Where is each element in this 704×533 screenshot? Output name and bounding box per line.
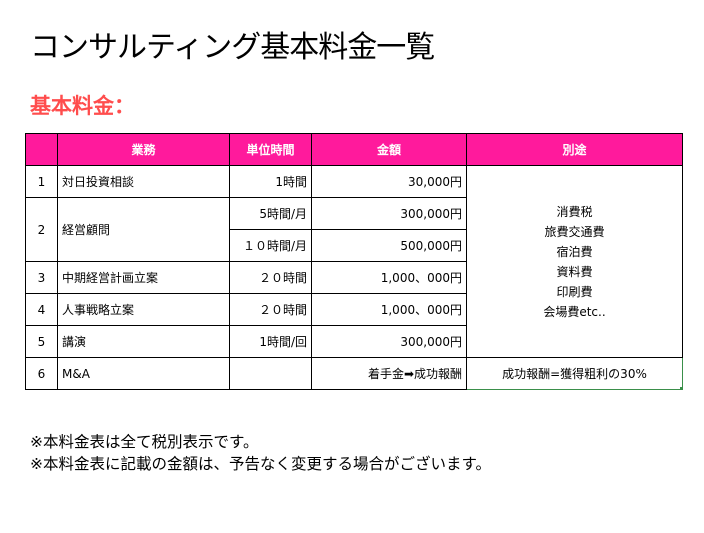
row-number: 2 [25,197,58,262]
unit-cell: ２０時間 [229,261,312,294]
table-row: 1 対日投資相談 1時間 30,000円 消費税 旅費交通費 宿泊費 資料費 印… [25,165,683,358]
amount-cell: 300,000円 [311,197,467,230]
header-cell-task: 業務 [57,133,230,166]
header-cell-blank [25,133,58,166]
footnotes: ※本料金表は全て税別表示です。 ※本料金表に記載の金額は、予告なく変更する場合が… [30,431,491,475]
page-title: コンサルティング基本料金一覧 [30,30,435,65]
unit-cell: 1時間 [229,165,312,198]
row-number: 5 [25,325,58,358]
row-number: 4 [25,293,58,326]
row-number: 3 [25,261,58,294]
unit-cell: 5時間/月 [229,197,312,230]
extra-item: 資料費 [556,264,593,279]
task-cell: 中期経営計画立案 [57,261,230,294]
amount-cell: 着手金➡成功報酬 [311,357,467,390]
footnote: ※本料金表は全て税別表示です。 [30,433,259,451]
unit-cell [229,357,312,390]
table-header-row: 業務 単位時間 金額 別途 [25,133,683,166]
section-heading: 基本料金： [30,94,135,118]
amount-cell: 30,000円 [311,165,467,198]
header-cell-amount: 金額 [311,133,467,166]
task-cell: M&A [57,357,230,390]
unit-cell: ２０時間 [229,293,312,326]
table-row: 4 人事戦略立案 ２０時間 1,000、000円 [25,293,683,326]
task-cell: 経営顧問 [57,197,230,262]
extra-item: 消費税 [556,204,593,219]
row-number: 6 [25,357,58,390]
fee-table: 業務 単位時間 金額 別途 1 対日投資相談 1時間 30,000円 消費税 旅… [25,133,683,390]
amount-cell: 500,000円 [311,229,467,262]
task-cell: 人事戦略立案 [57,293,230,326]
header-cell-extra: 別途 [466,133,683,166]
table-row: １０時間/月 500,000円 [26,229,683,262]
amount-cell: 300,000円 [311,325,467,358]
footnote: ※本料金表に記載の金額は、予告なく変更する場合がございます。 [30,455,491,473]
task-cell: 講演 [57,325,230,358]
success-fee-cell[interactable]: 成功報酬=獲得粗利の30% [466,357,683,390]
table-row: 6 M&A 着手金➡成功報酬 成功報酬=獲得粗利の30% [25,357,683,390]
extra-item: 宿泊費 [556,244,593,259]
extra-item: 旅費交通費 [544,224,605,239]
header-cell-unit: 単位時間 [229,133,312,166]
table-row: 3 中期経営計画立案 ２０時間 1,000、000円 [25,261,683,294]
task-cell: 対日投資相談 [57,165,230,198]
extras-cell: 消費税 旅費交通費 宿泊費 資料費 印刷費 会場費etc.. [466,165,683,358]
unit-cell: １０時間/月 [229,229,312,262]
amount-cell: 1,000、000円 [311,293,467,326]
extra-item: 印刷費 [556,284,593,299]
extra-item: 会場費etc.. [543,304,606,319]
amount-cell: 1,000、000円 [311,261,467,294]
unit-cell: 1時間/回 [229,325,312,358]
table-row: 5 講演 1時間/回 300,000円 [25,325,683,358]
row-number: 1 [25,165,58,198]
